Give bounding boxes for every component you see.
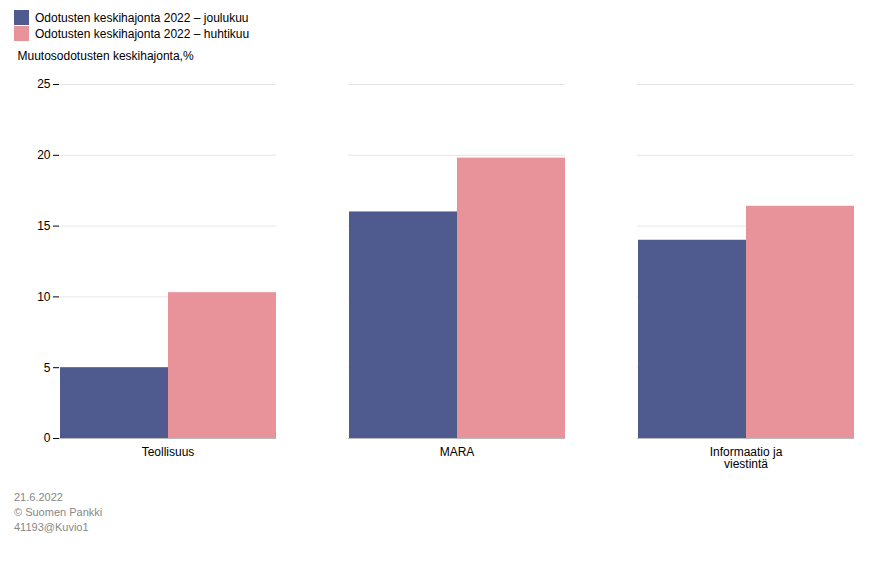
svg-text:20: 20 <box>37 148 51 162</box>
svg-text:Teollisuus: Teollisuus <box>142 445 195 459</box>
svg-text:25: 25 <box>37 77 51 91</box>
svg-text:Muutosodotusten keskihajonta,%: Muutosodotusten keskihajonta,% <box>18 49 194 63</box>
svg-text:10: 10 <box>37 290 51 304</box>
svg-text:MARA: MARA <box>440 445 475 459</box>
html-text:Odotusten keskihajonta 2022 –: Odotusten keskihajonta 2022 – joulukuu <box>35 10 249 25</box>
html-text:© Suomen Pankki: © Suomen Pankki <box>14 505 103 518</box>
html-text:21.6.2022: 21.6.2022 <box>14 491 63 503</box>
html-text:41193@Kuvio1: 41193@Kuvio1 <box>14 520 89 533</box>
svg-text:0: 0 <box>44 431 51 445</box>
svg-text:Informaatio javiestintä: Informaatio javiestintä <box>710 445 783 471</box>
svg-text:5: 5 <box>44 361 51 375</box>
html-text:Odotusten keskihajonta 2022 –: Odotusten keskihajonta 2022 – huhtikuu <box>35 26 250 41</box>
svg-text:15: 15 <box>37 219 51 233</box>
